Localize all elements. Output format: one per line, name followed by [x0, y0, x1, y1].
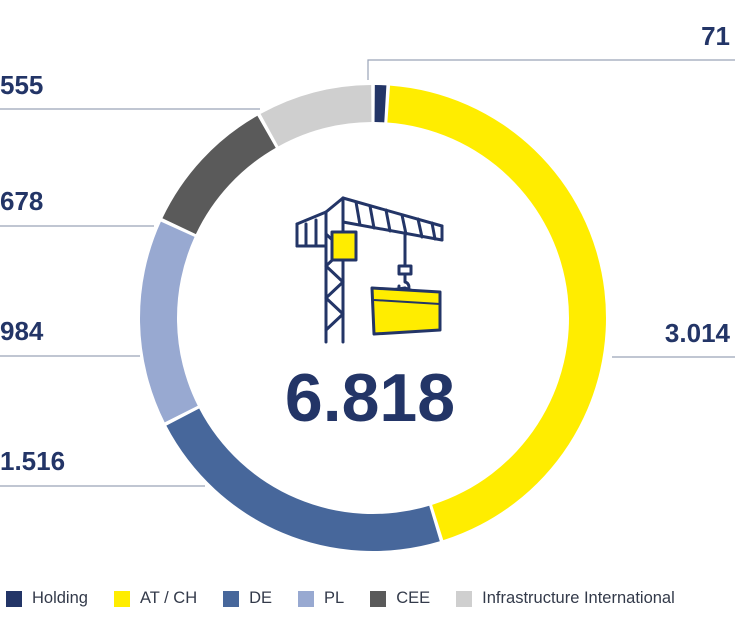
slice-infrastructure-international [260, 85, 372, 147]
legend-swatch [6, 590, 22, 607]
leader-line-holding [367, 59, 735, 80]
legend-item-pl: PL [298, 589, 344, 608]
value-label-infrastructure-international: 555 [0, 70, 43, 100]
legend-label: CEE [396, 589, 431, 607]
slice-pl [139, 221, 198, 423]
slice-de [166, 408, 440, 551]
slice-at-ch [387, 85, 606, 541]
value-label-de: 1.516 [0, 446, 65, 476]
load-container-shape [370, 286, 442, 336]
legend-swatch [298, 590, 315, 607]
legend-swatch [456, 590, 473, 607]
value-label-at-ch: 3.014 [665, 318, 731, 348]
crane-icon [295, 196, 444, 344]
slice-holding [374, 85, 387, 123]
legend-label: PL [324, 589, 345, 607]
legend-item-de: DE [223, 589, 272, 608]
legend-swatch [223, 590, 240, 607]
chart-legend: Holding AT / CH DE PL CEE Infrastructure Inte… [6, 589, 675, 608]
leader-lines [0, 59, 735, 487]
counterweight-shape [330, 230, 358, 262]
legend-label: Holding [32, 589, 88, 607]
value-label-holding: 71 [701, 21, 730, 51]
legend-item-infrastructure-international: Infrastructure International [456, 589, 675, 608]
value-label-cee: 678 [0, 186, 43, 216]
legend-swatch [370, 590, 387, 607]
legend-item-holding: Holding [6, 589, 88, 608]
legend-label: Infrastructure International [482, 589, 675, 607]
legend-label: AT / CH [139, 589, 198, 607]
total-value: 6.818 [285, 360, 455, 436]
legend-swatch [113, 590, 130, 607]
legend-item-cee: CEE [370, 589, 430, 608]
legend-label: DE [249, 589, 273, 607]
donut-slices [139, 85, 606, 551]
value-labels: 71 3.014 1.516 984 678 555 [0, 21, 731, 476]
slice-cee [162, 115, 276, 235]
legend-item-at-ch: AT / CH [113, 589, 198, 608]
value-label-pl: 984 [0, 316, 44, 346]
donut-chart: 71 3.014 1.516 984 678 555 [0, 21, 735, 551]
